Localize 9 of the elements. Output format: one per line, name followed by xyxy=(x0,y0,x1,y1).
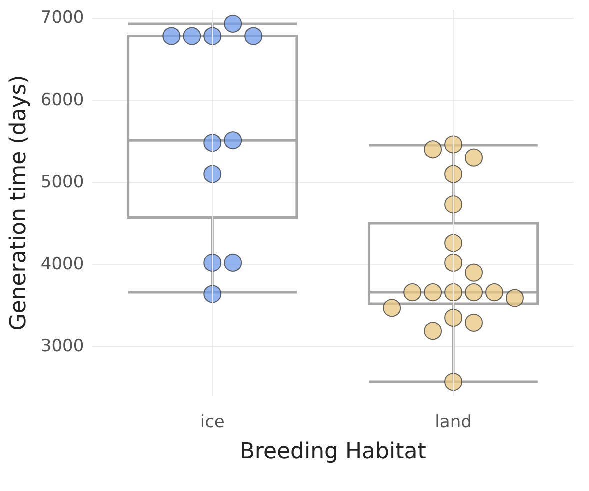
y-tick-label: 3000 xyxy=(40,336,84,357)
x-axis-title: Breeding Habitat xyxy=(240,440,427,464)
x-tick-label: ice xyxy=(200,412,225,432)
y-tick-label: 5000 xyxy=(40,172,84,192)
y-tick-label: 6000 xyxy=(40,90,84,110)
y-tick-label: 7000 xyxy=(40,8,84,28)
y-axis-title: Generation time (days) xyxy=(6,75,32,331)
y-tick-label: 4000 xyxy=(40,254,84,275)
x-tick-label: land xyxy=(435,412,472,432)
